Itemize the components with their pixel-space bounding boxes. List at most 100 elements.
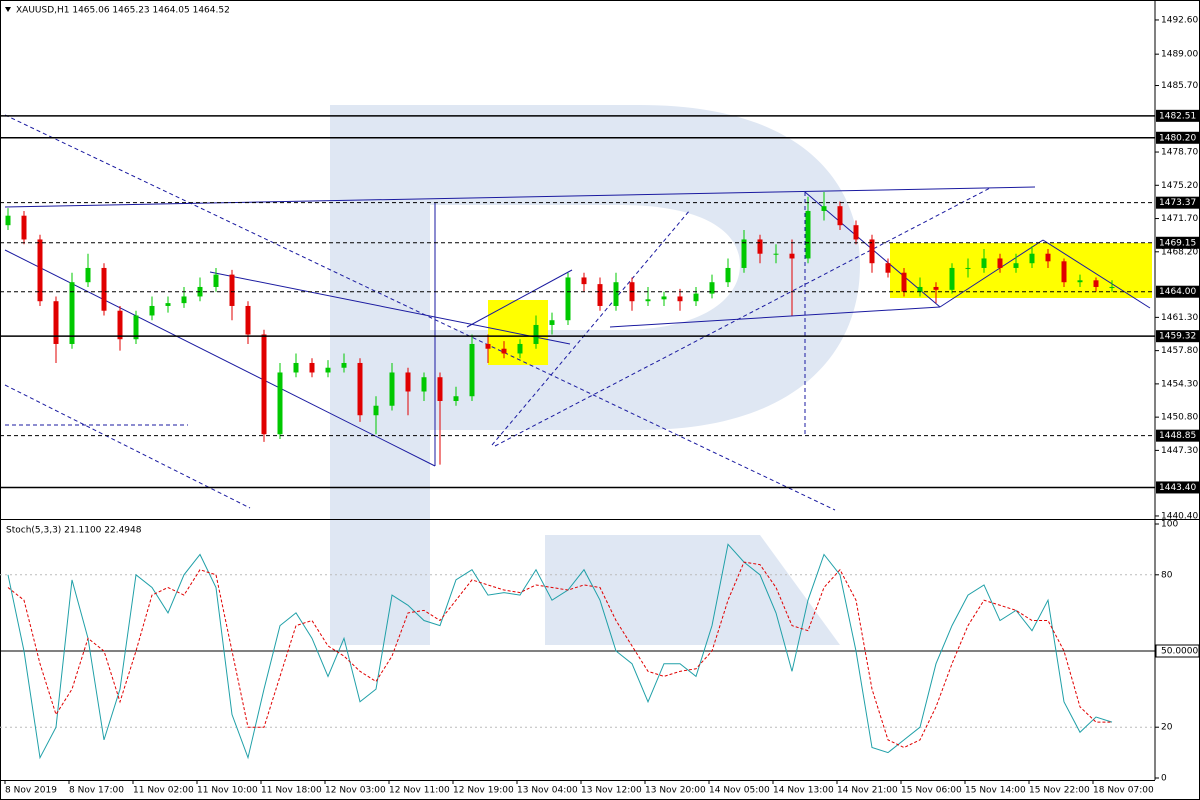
candle-body xyxy=(325,367,331,373)
y-tick-label: 20 xyxy=(1161,723,1173,733)
candle-body xyxy=(53,301,59,344)
candle-body xyxy=(245,305,251,335)
level-label-box xyxy=(1156,481,1199,494)
level-label-box xyxy=(1156,109,1199,122)
candle-body xyxy=(5,215,11,226)
candle-body xyxy=(421,377,427,392)
y-tick-label: 1454.30 xyxy=(1161,379,1198,389)
y-tick-label: 1468.20 xyxy=(1161,247,1198,257)
level-label-box xyxy=(1156,236,1199,249)
x-tick-label: 8 Nov 17:00 xyxy=(69,786,124,796)
x-tick-label: 15 Nov 22:00 xyxy=(1029,786,1090,796)
candle-body xyxy=(133,315,139,340)
x-tick-label: 13 Nov 20:00 xyxy=(645,786,706,796)
candle-body xyxy=(917,286,923,292)
y-tick-label: 1471.70 xyxy=(1161,214,1198,224)
candle-body xyxy=(613,282,619,306)
level-label: 1480.20 xyxy=(1159,133,1196,143)
y-tick-label: 50.0000 xyxy=(1161,647,1198,657)
x-tick-label: 14 Nov 13:00 xyxy=(773,786,834,796)
candle-body xyxy=(149,305,155,316)
candle-body xyxy=(117,310,123,340)
candle-body xyxy=(981,258,987,268)
candle-body xyxy=(901,272,907,292)
candle-body xyxy=(261,334,267,435)
y-tick-label: 1475.20 xyxy=(1161,181,1198,191)
candle-body xyxy=(405,372,411,392)
level-label: 1464.00 xyxy=(1159,287,1196,297)
candle-body xyxy=(725,267,731,283)
x-tick-label: 8 Nov 2019 xyxy=(5,786,57,796)
candle-body xyxy=(805,210,811,259)
x-tick-label: 15 Nov 14:00 xyxy=(965,786,1026,796)
candle-body xyxy=(357,362,363,416)
x-tick-label: 18 Nov 07:00 xyxy=(1093,786,1154,796)
x-tick-label: 11 Nov 18:00 xyxy=(261,786,322,796)
candle-body xyxy=(933,286,939,290)
candle-body xyxy=(453,396,459,401)
x-tick-label: 11 Nov 10:00 xyxy=(197,786,258,796)
channel-lines xyxy=(4,114,991,511)
x-tick-label: 12 Nov 03:00 xyxy=(325,786,386,796)
level-label-box xyxy=(1156,196,1199,209)
candle-body xyxy=(693,293,699,302)
indicator-line xyxy=(7,543,1113,760)
candle-body xyxy=(277,372,283,435)
y-tick-label: 1447.30 xyxy=(1161,446,1198,456)
candle-body xyxy=(1013,263,1019,268)
x-tick-label: 12 Nov 11:00 xyxy=(389,786,450,796)
candle-body xyxy=(661,296,667,300)
x-tick-label: 14 Nov 05:00 xyxy=(709,786,770,796)
candle-body xyxy=(837,206,843,226)
candle-body xyxy=(677,296,683,302)
level-label: 1482.51 xyxy=(1159,111,1196,121)
candle-body xyxy=(373,405,379,416)
y-tick-label: 80 xyxy=(1161,570,1173,580)
candle-body xyxy=(181,296,187,304)
candle-body xyxy=(229,274,235,306)
x-tick-label: 14 Nov 21:00 xyxy=(837,786,898,796)
candle-body xyxy=(469,343,475,397)
candle-body xyxy=(437,377,443,401)
candle-body xyxy=(517,343,523,354)
candle-body xyxy=(549,320,555,325)
candle-body xyxy=(69,282,75,344)
level-label-box xyxy=(1156,285,1199,298)
candle-body xyxy=(389,372,395,406)
y-tick-label: 1478.70 xyxy=(1161,148,1198,158)
candle-body xyxy=(965,267,971,269)
indicator-title: Stoch(5,3,3) 21.1100 22.4948 xyxy=(6,526,142,536)
candle-body xyxy=(789,253,795,259)
candle-body xyxy=(293,362,299,373)
level-label: 1448.85 xyxy=(1159,431,1196,441)
candle-body xyxy=(341,362,347,368)
candle-body xyxy=(565,277,571,321)
candle-body xyxy=(1109,286,1115,288)
y-tick-label: 1492.60 xyxy=(1161,15,1198,25)
candle-body xyxy=(485,343,491,349)
candle-body xyxy=(309,362,315,373)
candle-body xyxy=(21,215,27,240)
candle-body xyxy=(533,324,539,344)
level-label: 1459.32 xyxy=(1159,332,1196,342)
candle-body xyxy=(101,267,107,311)
level-label: 1469.15 xyxy=(1159,238,1196,248)
y-tick-label: 1461.30 xyxy=(1161,313,1198,323)
indicator-line xyxy=(7,561,1112,749)
y-tick-label: 1489.00 xyxy=(1161,50,1198,60)
candle-body xyxy=(165,303,171,306)
y-tick-label: 1440.40 xyxy=(1161,511,1198,521)
x-tick-label: 11 Nov 02:00 xyxy=(133,786,194,796)
candle-body xyxy=(1093,280,1099,287)
x-tick-label: 12 Nov 19:00 xyxy=(453,786,514,796)
x-tick-label: 13 Nov 12:00 xyxy=(581,786,642,796)
candle-body xyxy=(869,239,875,264)
candle-body xyxy=(757,239,763,254)
x-tick-label: 15 Nov 06:00 xyxy=(901,786,962,796)
y-tick-label: 0 xyxy=(1161,774,1167,784)
candle-body xyxy=(1077,280,1083,283)
candle-body xyxy=(581,277,587,285)
candle-body xyxy=(1029,253,1035,264)
candle-body xyxy=(85,267,91,283)
